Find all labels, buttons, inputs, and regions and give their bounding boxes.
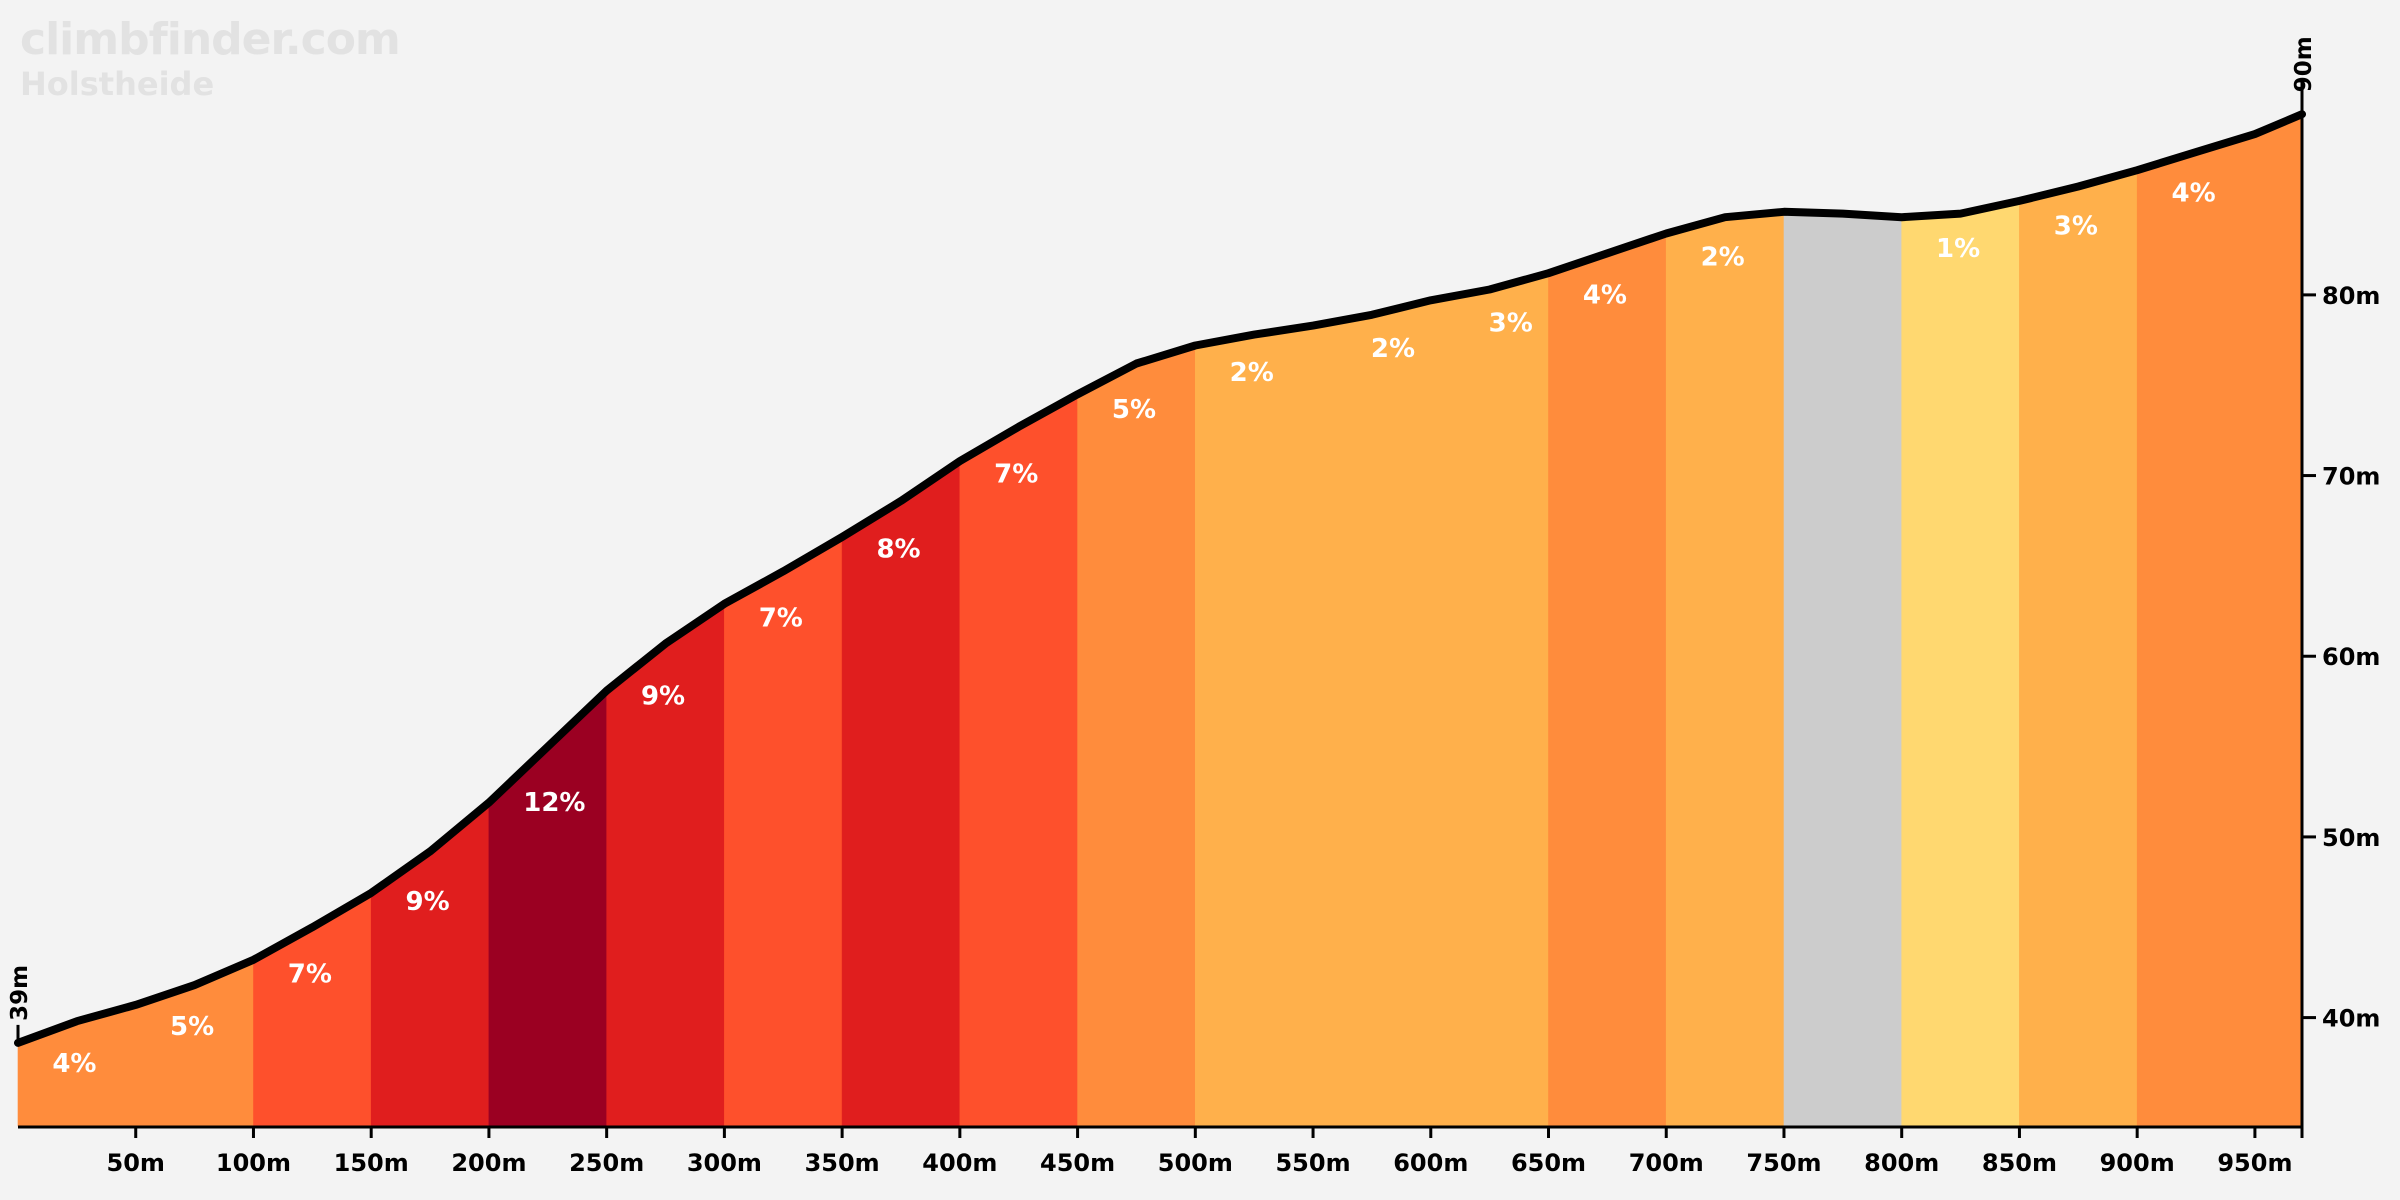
y-tick-label: 70m: [2322, 463, 2380, 491]
gradient-segment: [1901, 200, 2020, 1127]
gradient-label: 7%: [759, 603, 803, 633]
gradient-label: 1%: [1936, 234, 1980, 264]
gradient-label: 5%: [170, 1012, 214, 1042]
gradient-label: 12%: [523, 788, 585, 818]
x-tick-label: 800m: [1864, 1149, 1939, 1177]
x-tick-label: 450m: [1040, 1149, 1115, 1177]
y-tick-label: 50m: [2322, 824, 2380, 852]
x-tick-label: 400m: [922, 1149, 997, 1177]
x-tick-label: 550m: [1275, 1149, 1350, 1177]
gradient-label: 9%: [641, 681, 685, 711]
gradient-label: 8%: [876, 534, 920, 564]
gradient-segment: [2136, 113, 2303, 1127]
x-tick-label: 850m: [1982, 1149, 2057, 1177]
gradient-segment: [1077, 345, 1196, 1127]
gradient-label: 7%: [288, 959, 332, 989]
x-tick-label: 250m: [569, 1149, 644, 1177]
profile-line-group: [14, 110, 2306, 1047]
watermark-site: climbfinder.com: [20, 14, 401, 65]
gradient-label: 3%: [1489, 308, 1533, 338]
x-tick-label: 900m: [2100, 1149, 2175, 1177]
y-tick-label: 60m: [2322, 643, 2380, 671]
x-tick-label: 750m: [1746, 1149, 1821, 1177]
gradient-segment: [1195, 272, 1549, 1127]
gradient-segment: [1665, 211, 1785, 1127]
x-tick-label: 500m: [1158, 1149, 1233, 1177]
gradient-segment: [1783, 211, 1902, 1127]
x-tick-label: 700m: [1629, 1149, 1704, 1177]
gradient-label: 4%: [52, 1049, 96, 1079]
x-tick-label: 300m: [687, 1149, 762, 1177]
gradient-labels: 4% 5% 7% 9% 12% 9% 7% 8% 7% 5% 2% 2% 3% 4% 2% 1% 3% 4%: [52, 178, 2215, 1079]
gradient-segment: [488, 689, 607, 1127]
profile-line: [14, 110, 2306, 1047]
x-tick-label: 150m: [334, 1149, 409, 1177]
gradient-segments: [17, 113, 2303, 1127]
gradient-segment: [17, 959, 254, 1127]
gradient-label: 5%: [1112, 395, 1156, 425]
gradient-label: 2%: [1701, 243, 1745, 273]
gradient-label: 3%: [2054, 211, 2098, 241]
gradient-label: 2%: [1371, 334, 1415, 364]
gradient-label: 4%: [2171, 178, 2215, 208]
x-tick-label: 600m: [1393, 1149, 1468, 1177]
gradient-label: 9%: [406, 887, 450, 917]
gradient-label: 2%: [1230, 358, 1274, 388]
gradient-label: 7%: [994, 460, 1038, 490]
x-tick-label: 950m: [2217, 1149, 2292, 1177]
x-tick-label: 200m: [451, 1149, 526, 1177]
axes: 50m 100m 150m 200m 250m 300m 350m 400m 450m 500m 5…: [7, 36, 2380, 1177]
x-tick-label: 100m: [216, 1149, 291, 1177]
gradient-segment: [959, 393, 1078, 1127]
y-tick-label: 80m: [2322, 282, 2380, 310]
x-tick-label: 650m: [1511, 1149, 1586, 1177]
watermark-climb-name: Holstheide: [20, 65, 215, 103]
watermark: climbfinder.com Holstheide: [20, 14, 401, 103]
x-tick-label: 50m: [107, 1149, 165, 1177]
gradient-segment: [2019, 169, 2138, 1127]
gradient-segment: [1548, 233, 1667, 1127]
x-tick-label: 350m: [805, 1149, 880, 1177]
end-elevation-label: 90m: [2291, 36, 2317, 92]
y-tick-label: 40m: [2322, 1005, 2380, 1033]
start-elevation-label: 39m: [7, 965, 33, 1021]
gradient-label: 4%: [1583, 280, 1627, 310]
